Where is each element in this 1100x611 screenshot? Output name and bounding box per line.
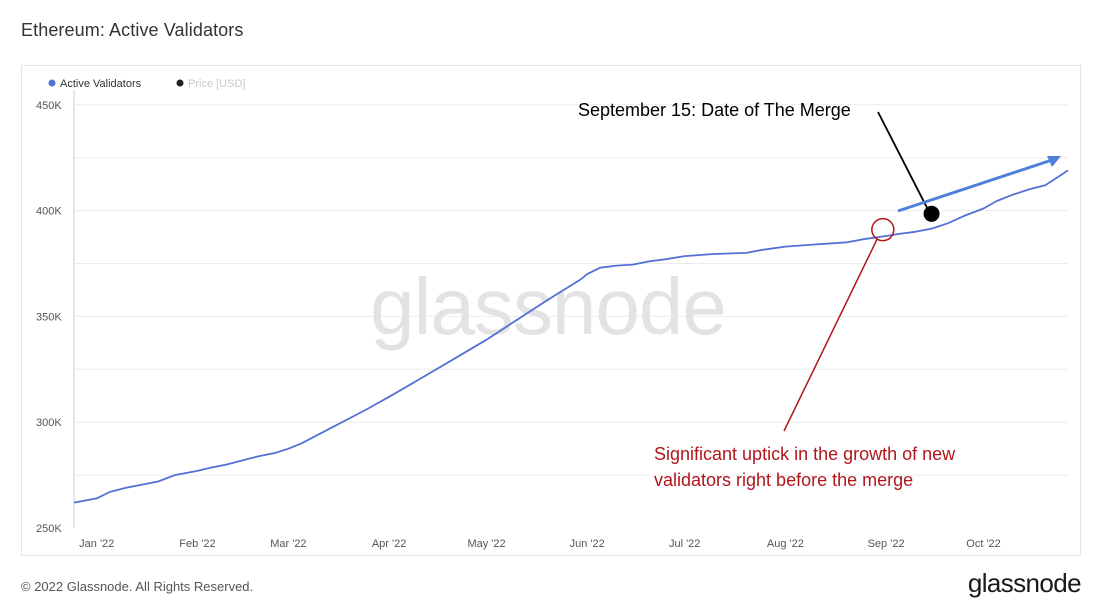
chart-area[interactable]: glassnode 250K 300K 350K 400K 450K Jan '22 Fe… [21,65,1081,556]
x-tick-label: Jul '22 [669,538,700,550]
x-tick-label: Apr '22 [372,538,407,550]
grid-lines [74,104,1068,476]
y-tick-label: 250K [36,523,62,535]
legend-item-active-validators[interactable]: Active Validators [48,78,142,90]
x-tick-label: Jan '22 [79,538,114,550]
legend-label-price: Price [USD] [188,78,245,90]
series-line-active-validators[interactable] [73,169,1069,504]
x-tick-label: May '22 [467,538,505,550]
copyright-notice: © 2022 Glassnode. All Rights Reserved. [21,579,254,594]
trend-arrow [897,156,1059,213]
y-tick-label: 300K [36,417,62,429]
y-tick-label: 350K [36,311,62,323]
x-tick-label: Oct '22 [966,538,1001,550]
merge-marker [923,205,940,222]
glassnode-logo[interactable]: glassnode [967,568,1082,598]
watermark: glassnode [370,262,726,351]
page-title: Ethereum: Active Validators [21,20,244,40]
merge-pointer-line [877,111,929,210]
y-tick-label: 450K [36,100,62,112]
legend-item-price[interactable]: Price [USD] [176,78,246,90]
active-validators-chart[interactable]: glassnode 250K 300K 350K 400K 450K Jan '22 Fe… [22,66,1080,555]
legend: Active Validators Price [USD] [48,78,246,90]
trend-arrowhead [1047,156,1061,167]
uptick-highlight-circle [871,217,895,242]
x-tick-label: Mar '22 [270,538,306,550]
x-tick-label: Feb '22 [179,538,215,550]
legend-label-active-validators: Active Validators [60,78,142,90]
x-tick-label: Jun '22 [570,538,605,550]
y-axis: 250K 300K 350K 400K 450K [36,100,62,535]
x-tick-label: Aug '22 [767,538,804,550]
uptick-annotation-line-2: validators right before the merge [654,470,913,490]
y-tick-label: 400K [36,206,62,218]
merge-annotation-label: September 15: Date of The Merge [578,100,851,120]
legend-dot-active-validators [48,79,56,87]
x-axis: Jan '22 Feb '22 Mar '22 Apr '22 May '22 Jun '… [79,538,1001,550]
legend-dot-price [176,79,184,87]
uptick-annotation-line-1: Significant uptick in the growth of new [654,444,956,464]
x-tick-label: Sep '22 [868,538,905,550]
uptick-pointer-line [783,239,878,432]
